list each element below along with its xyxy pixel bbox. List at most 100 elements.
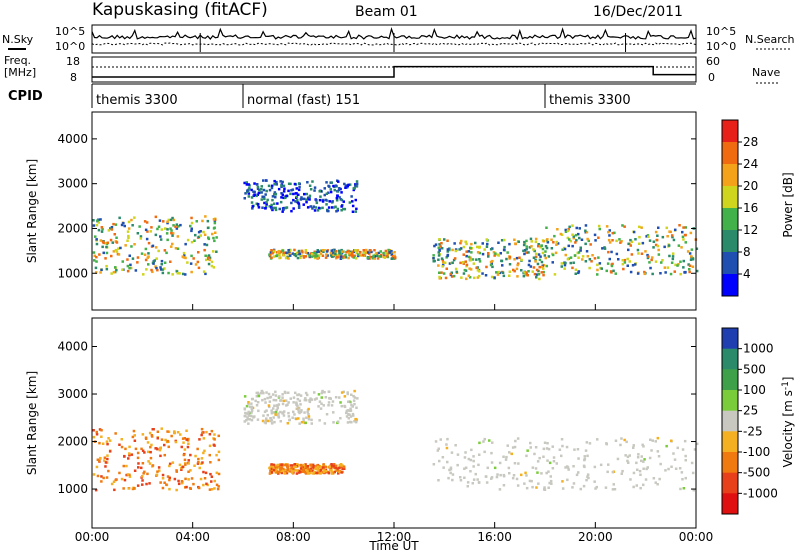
echo-3 bbox=[490, 275, 494, 279]
echo-1 bbox=[314, 206, 317, 209]
echo-1 bbox=[247, 402, 250, 406]
echo-1 bbox=[279, 200, 283, 204]
echo-3 bbox=[446, 437, 449, 441]
echo-1 bbox=[297, 206, 301, 209]
echo-1 bbox=[342, 200, 345, 203]
echo-0 bbox=[184, 242, 187, 246]
echo-2 bbox=[287, 249, 290, 252]
echo-3 bbox=[459, 476, 462, 479]
echo-1 bbox=[296, 393, 299, 397]
echo-3 bbox=[650, 449, 653, 452]
colorbar-cell-3 bbox=[722, 390, 738, 412]
echo-1 bbox=[307, 418, 311, 421]
echo-3 bbox=[462, 262, 465, 265]
echo-2 bbox=[356, 253, 360, 256]
echo-0 bbox=[154, 265, 157, 268]
echo-3 bbox=[626, 459, 629, 463]
echo-4 bbox=[613, 231, 616, 235]
echo-3 bbox=[495, 271, 498, 274]
echo-3 bbox=[635, 461, 638, 465]
echo-0 bbox=[126, 258, 129, 261]
echo-2 bbox=[322, 463, 325, 466]
echo-3 bbox=[525, 474, 528, 477]
echo-4 bbox=[567, 228, 570, 231]
echo-3 bbox=[437, 447, 440, 450]
echo-4 bbox=[552, 241, 555, 244]
echo-4 bbox=[555, 240, 558, 244]
echo-0 bbox=[112, 222, 115, 226]
echo-1 bbox=[256, 401, 260, 404]
echo-0 bbox=[190, 229, 193, 233]
echo-0 bbox=[212, 443, 216, 447]
echo-0 bbox=[128, 266, 131, 270]
echo-2 bbox=[341, 464, 344, 467]
echo-3 bbox=[494, 252, 497, 255]
echo-4 bbox=[631, 264, 635, 267]
echo-1 bbox=[330, 181, 333, 184]
echo-4 bbox=[575, 226, 578, 230]
echo-1 bbox=[347, 417, 350, 420]
echo-1 bbox=[270, 184, 274, 188]
echo-1 bbox=[298, 399, 302, 403]
echo-3 bbox=[438, 459, 441, 463]
echo-1 bbox=[250, 405, 253, 409]
echo-0 bbox=[92, 435, 96, 439]
echo-1 bbox=[295, 195, 299, 198]
echo-3 bbox=[468, 267, 471, 270]
echo-1 bbox=[303, 192, 306, 196]
echo-0 bbox=[144, 228, 148, 232]
echo-4 bbox=[598, 262, 602, 265]
echo-1 bbox=[304, 421, 307, 425]
echo-1 bbox=[297, 417, 300, 420]
echo-4 bbox=[688, 270, 691, 274]
echo-2 bbox=[322, 470, 326, 474]
x-tick-label-3: 12:00 bbox=[377, 530, 412, 544]
echo-1 bbox=[297, 188, 301, 192]
echo-4 bbox=[559, 232, 563, 236]
echo-3 bbox=[654, 481, 657, 484]
y-tick-label-0: 1000 bbox=[57, 266, 88, 280]
echo-1 bbox=[275, 408, 278, 412]
echo-1 bbox=[336, 194, 339, 197]
echo-0 bbox=[163, 481, 166, 484]
echo-1 bbox=[346, 421, 350, 424]
echo-0 bbox=[167, 218, 170, 222]
echo-1 bbox=[303, 197, 306, 201]
echo-3 bbox=[612, 483, 615, 486]
echo-4 bbox=[643, 272, 646, 276]
echo-0 bbox=[194, 233, 197, 237]
echo-4 bbox=[581, 258, 584, 261]
echo-4 bbox=[623, 225, 626, 228]
colorbar-cell-2 bbox=[722, 369, 738, 391]
echo-3 bbox=[515, 477, 519, 481]
echo-3 bbox=[495, 475, 499, 479]
echo-0 bbox=[206, 255, 209, 258]
echo-3 bbox=[502, 274, 506, 278]
echo-4 bbox=[608, 234, 611, 237]
echo-3 bbox=[535, 268, 539, 272]
echo-2 bbox=[277, 250, 281, 254]
echo-4 bbox=[546, 238, 549, 241]
echo-0 bbox=[148, 462, 152, 465]
cpid-segment-2: themis 3300 bbox=[549, 93, 631, 108]
echo-1 bbox=[262, 414, 265, 417]
echo-1 bbox=[245, 404, 249, 408]
echo-1 bbox=[266, 419, 270, 423]
echo-0 bbox=[158, 219, 162, 222]
echo-3 bbox=[611, 488, 615, 491]
echo-1 bbox=[257, 394, 261, 398]
echo-1 bbox=[270, 207, 273, 210]
echo-4 bbox=[654, 243, 658, 247]
freq-left-label-line2: [MHz] bbox=[4, 66, 36, 79]
echo-1 bbox=[278, 207, 281, 211]
echo-0 bbox=[147, 450, 150, 454]
echo-0 bbox=[203, 243, 206, 246]
echo-0 bbox=[166, 430, 169, 433]
echo-2 bbox=[279, 466, 282, 469]
echo-3 bbox=[565, 465, 569, 468]
echo-0 bbox=[112, 480, 116, 483]
echo-3 bbox=[528, 246, 532, 249]
echo-1 bbox=[263, 197, 266, 201]
echo-3 bbox=[487, 253, 490, 257]
